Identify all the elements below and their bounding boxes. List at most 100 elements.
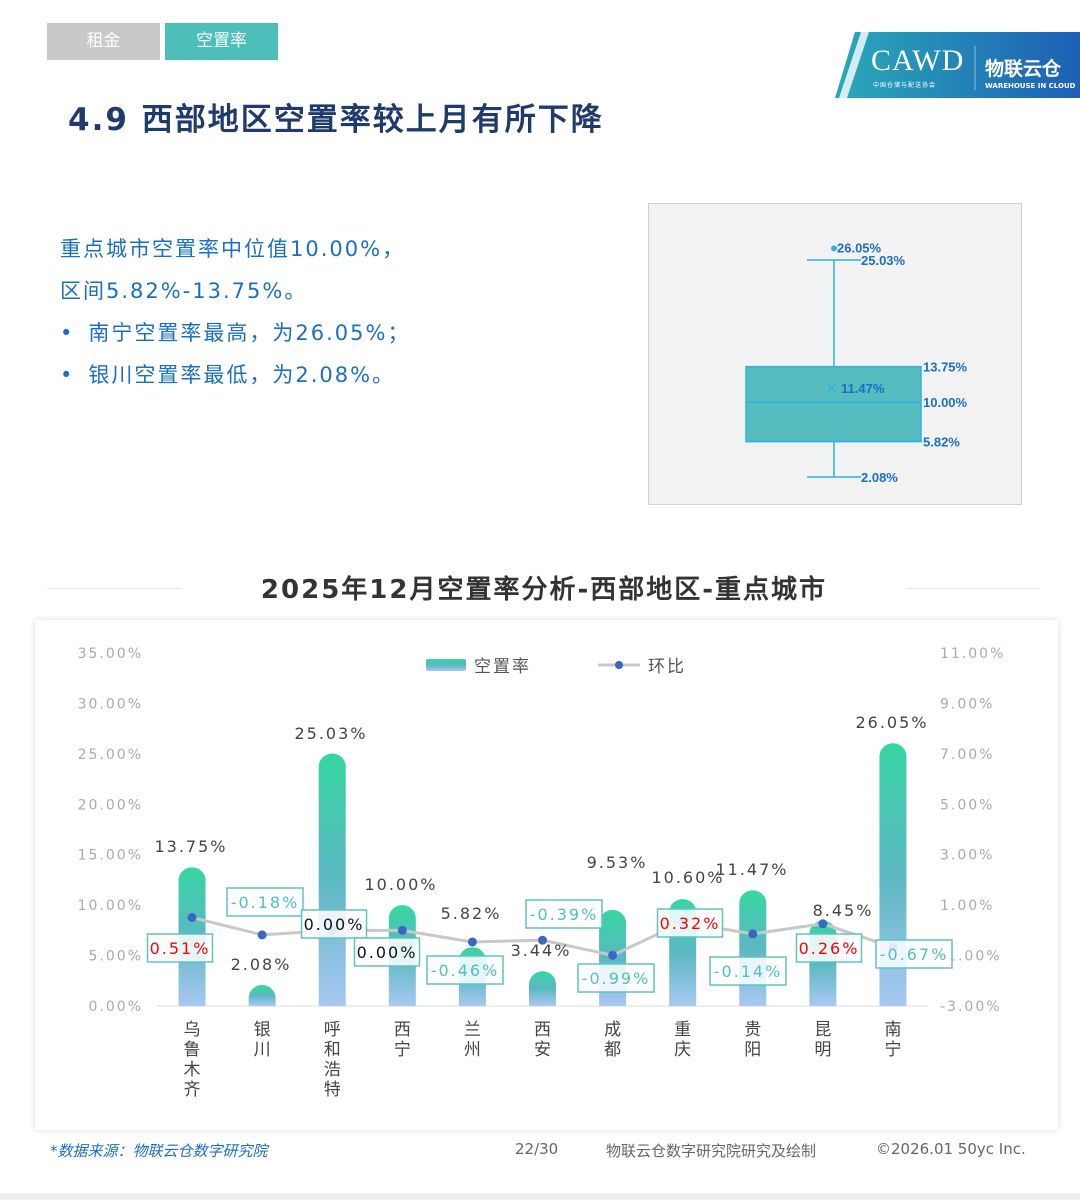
summary-line-1: 重点城市空置率中位值10.00%， (60, 237, 406, 261)
x-tick-label: 呼 (324, 1020, 341, 1040)
mom-label-box (875, 939, 953, 969)
x-tick-label: 银 (254, 1020, 271, 1040)
mom-value-label: 0.00% (304, 915, 365, 934)
x-tick-label: 安 (534, 1040, 551, 1060)
mom-label-box (577, 963, 655, 993)
mom-label-box (300, 909, 368, 939)
boxplot-label-min: 2.08% (861, 470, 898, 485)
mom-label-box (525, 899, 603, 929)
logo-cawd-sub: 中国仓储与配送协会 (873, 82, 937, 89)
mom-value-label: -0.99% (582, 969, 651, 988)
mom-value-label: 0.51% (150, 939, 211, 958)
x-tick-label: 川 (254, 1040, 271, 1060)
y-right-tick-label: 11.00% (940, 646, 1005, 662)
bar (529, 971, 556, 1006)
x-tick-label: 宁 (394, 1040, 411, 1060)
bar-value-label: 5.82% (441, 904, 502, 923)
y-left-tick-label: 35.00% (78, 646, 143, 662)
boxplot: ✕ 26.05%25.03% 13.75% 11.47% 10.00% 5.82% 2.08… (745, 240, 968, 485)
x-tick-label: 明 (814, 1040, 831, 1060)
bar-value-label: 9.53% (587, 853, 648, 872)
y-left-tick-label: 15.00% (78, 848, 143, 864)
page-title: 4.9 西部地区空置率较上月有所下降 (68, 102, 604, 138)
mom-label-box (226, 887, 304, 917)
x-tick-label: 乌 (184, 1020, 201, 1040)
boxplot-label-q3: 13.75% (923, 360, 968, 375)
footer-band (0, 1193, 1080, 1200)
bar-value-label: 3.44% (511, 941, 572, 960)
y-right-tick-label: -3.00% (940, 999, 1002, 1015)
mom-label-box (795, 933, 863, 963)
logo-wic: 物联云仓 (985, 58, 1062, 80)
y-right-tick-label: 3.00% (940, 848, 994, 864)
mom-label-box (146, 933, 214, 963)
x-tick-label: 都 (604, 1040, 621, 1060)
mom-value-label: 0.00% (357, 943, 418, 962)
y-right-tick-label: 7.00% (940, 747, 994, 763)
bar-value-label: 25.03% (294, 724, 367, 743)
mom-value-label: 0.26% (799, 939, 860, 958)
bullet-icon: • (60, 321, 75, 345)
summary-line-2: 区间5.82%-13.75%。 (60, 279, 308, 303)
mom-value-label: 0.32% (660, 914, 721, 933)
x-tick-label: 西 (534, 1020, 551, 1040)
y-left-tick-label: 30.00% (78, 696, 143, 712)
bullet-text: 南宁空置率最高，为26.05%； (88, 321, 411, 345)
credit: 物联云仓数字研究院研究及绘制 (606, 1142, 817, 1160)
bullet-text: 银川空置率最低，为2.08%。 (88, 363, 396, 387)
x-tick-label: 宁 (884, 1040, 901, 1060)
y-left-tick-label: 0.00% (89, 999, 143, 1015)
data-source: *数据来源：物联云仓数字研究院 (50, 1142, 268, 1160)
bar-value-label: 26.05% (855, 713, 928, 732)
x-tick-label: 和 (324, 1040, 341, 1060)
mom-value-label: -0.46% (431, 961, 500, 980)
x-tick-label: 重 (674, 1020, 691, 1040)
mom-label-box (709, 956, 787, 986)
boxplot-label-outlier: 26.05% (837, 240, 882, 255)
iqr-box (745, 365, 922, 443)
mom-label-box (656, 908, 724, 938)
x-tick-label: 南 (884, 1020, 901, 1040)
mom-point (397, 925, 407, 935)
logo-cawd: CAWD (871, 44, 965, 77)
y-right-tick-label: 1.00% (940, 898, 994, 914)
mom-point (538, 935, 547, 945)
boxplot-label-q1: 5.82% (923, 435, 960, 450)
y-right-tick-label: -1.00% (940, 949, 1002, 965)
bar (318, 753, 346, 1006)
mom-point (608, 950, 618, 960)
x-tick-label: 齐 (184, 1080, 201, 1100)
chart-title: 2025年12月空置率分析-西部地区-重点城市 (180, 566, 908, 614)
mom-point (257, 930, 267, 940)
copyright: ©2026.01 50yc Inc. (876, 1140, 1026, 1158)
y-left-tick-label: 10.00% (78, 898, 143, 914)
logo-wic-sub: WAREHOUSE IN CLOUD (985, 82, 1076, 90)
x-tick-label: 阳 (744, 1040, 761, 1060)
bar (248, 985, 276, 1006)
boxplot-label-median: 10.00% (923, 395, 968, 410)
x-tick-label: 庆 (674, 1040, 691, 1060)
legend-line-point (615, 661, 623, 669)
x-tick-label: 成 (604, 1020, 621, 1040)
x-tick-label: 兰 (464, 1020, 481, 1040)
x-tick-label: 浩 (324, 1060, 341, 1080)
bar (739, 890, 767, 1006)
boxplot-panel: ✕ 26.05% 25.03% 13.75% 11.47% 10.00% 5.82% 2.08… (648, 203, 1022, 505)
tab-vacancy[interactable]: 空置率 (165, 23, 278, 60)
boxplot-label-max: 25.03% (861, 253, 906, 268)
bar-value-label: 2.08% (231, 955, 292, 974)
y-right-tick-label: 9.00% (940, 696, 994, 712)
boxplot-label-mean: 11.47% (841, 381, 885, 396)
mom-point (748, 929, 758, 939)
logo: CAWD 中国仓储与配送协会 物联云仓 WAREHOUSE IN CLOUD (835, 32, 1080, 98)
bar-value-label: 10.60% (651, 868, 724, 887)
page-number: 22/30 (515, 1140, 559, 1158)
mom-value-label: -0.67% (880, 945, 949, 964)
mom-point (187, 912, 197, 922)
tab-rent[interactable]: 租金 (47, 23, 160, 60)
logo-graphic (835, 32, 1080, 98)
bar-value-label: 11.47% (715, 860, 788, 879)
x-tick-label: 州 (464, 1040, 481, 1060)
x-tick-label: 鲁 (184, 1040, 201, 1060)
